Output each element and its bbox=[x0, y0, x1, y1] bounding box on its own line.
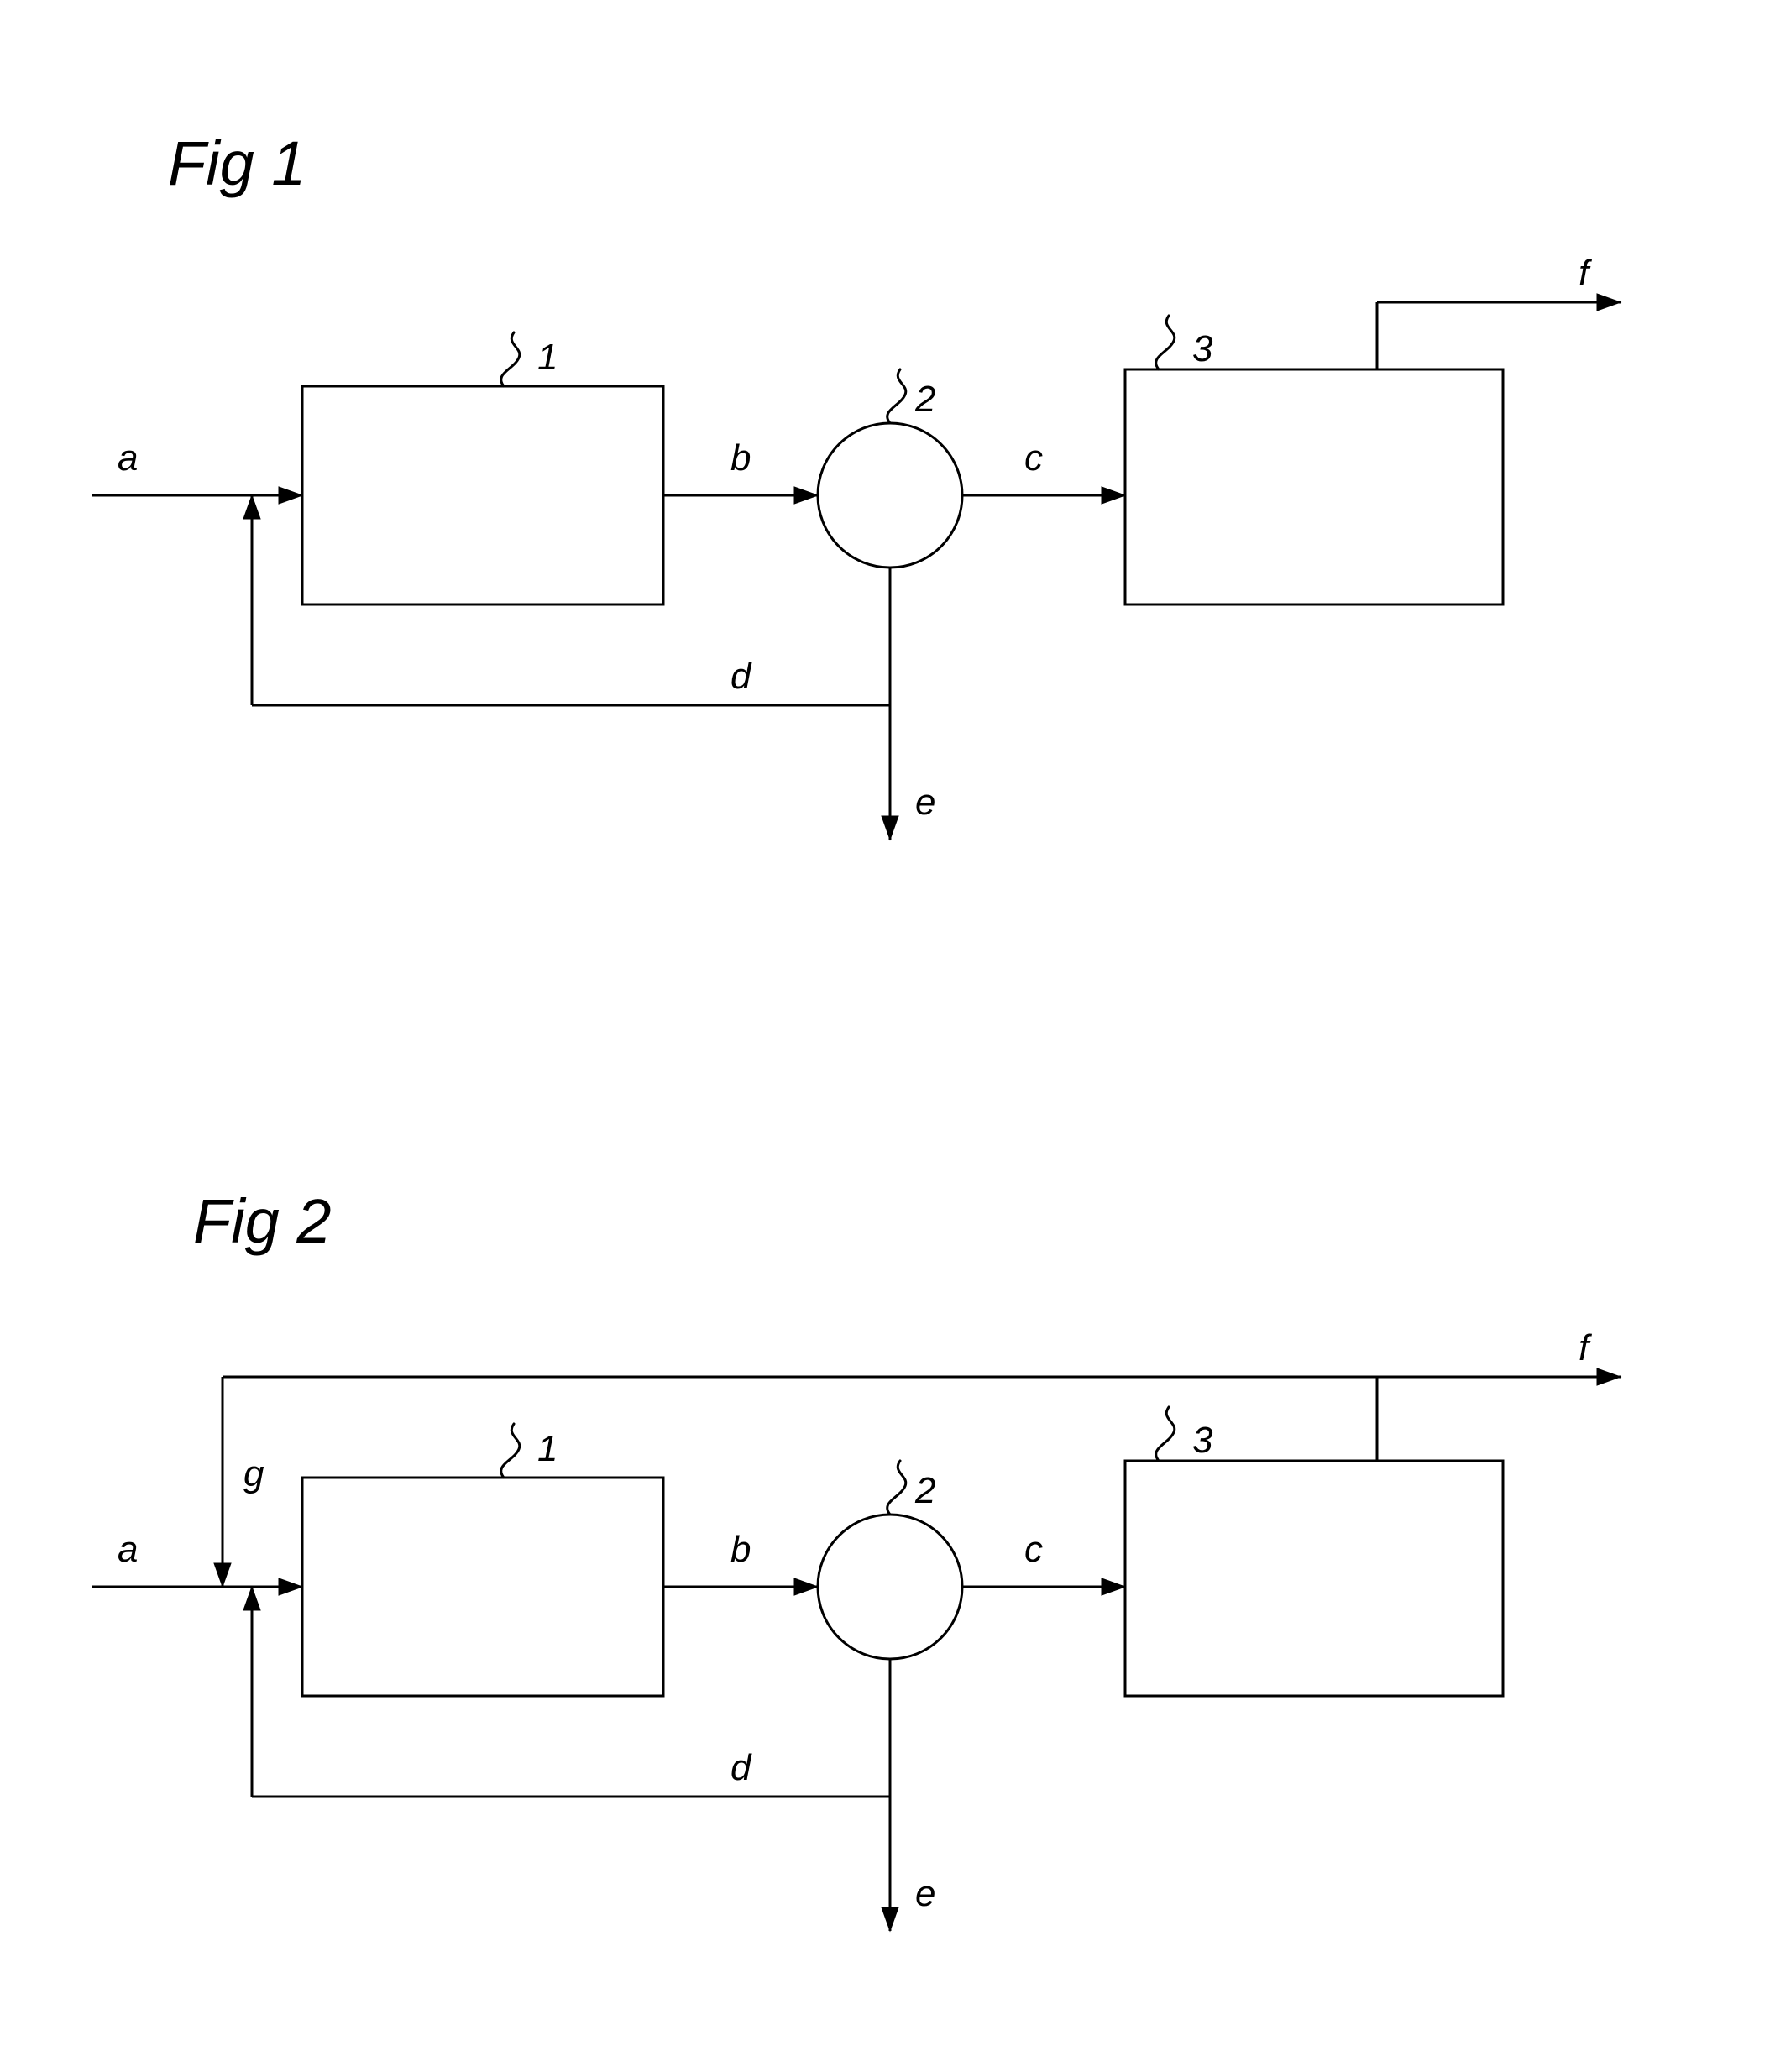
fig2-arrow-a-head bbox=[279, 1578, 302, 1595]
fig1-label-d: d bbox=[730, 656, 752, 697]
fig1-arrow-c-head bbox=[1102, 487, 1125, 504]
fig2-label-a: a bbox=[118, 1529, 138, 1570]
fig2-arrow-e-head bbox=[882, 1907, 898, 1931]
fig1-label-b: b bbox=[730, 437, 751, 479]
fig2-g-head bbox=[214, 1563, 231, 1587]
fig1-arrow-e-head bbox=[882, 816, 898, 840]
fig1-arrow-f-head bbox=[1597, 294, 1621, 311]
fig1-box-1 bbox=[302, 386, 663, 604]
fig1-num-1: 1 bbox=[537, 337, 558, 378]
fig2-d-head bbox=[243, 1587, 260, 1610]
fig1-circle-2 bbox=[818, 423, 962, 568]
fig1-num-2: 2 bbox=[914, 379, 935, 420]
fig1-label-f: f bbox=[1579, 253, 1593, 294]
fig2-circle-2 bbox=[818, 1515, 962, 1659]
fig1-title: Fig 1 bbox=[168, 128, 306, 198]
fig1-label-a: a bbox=[118, 437, 138, 479]
fig1-box-3 bbox=[1125, 369, 1503, 604]
fig1-leader-2 bbox=[888, 369, 906, 423]
fig1-label-e: e bbox=[915, 782, 935, 823]
fig1-num-3: 3 bbox=[1192, 328, 1213, 369]
fig1-leader-1 bbox=[501, 332, 520, 386]
fig2-box-3 bbox=[1125, 1461, 1503, 1696]
fig2-num-1: 1 bbox=[537, 1428, 558, 1469]
fig2-label-b: b bbox=[730, 1529, 751, 1570]
fig1-label-c: c bbox=[1024, 437, 1043, 479]
fig2-arrow-c-head bbox=[1102, 1578, 1125, 1595]
fig2-title: Fig 2 bbox=[193, 1186, 332, 1256]
fig2-label-e: e bbox=[915, 1873, 935, 1914]
fig2-leader-3 bbox=[1156, 1407, 1175, 1461]
fig1-leader-3 bbox=[1156, 316, 1175, 369]
diagram-svg: Fig 1 1 2 3 a b c d e f Fig 2 1 2 3 a b c d e f g bbox=[0, 0, 1775, 2072]
fig2-num-3: 3 bbox=[1192, 1420, 1213, 1461]
fig1-arrow-a-head bbox=[279, 487, 302, 504]
fig2-leader-2 bbox=[888, 1461, 906, 1515]
fig2-label-c: c bbox=[1024, 1529, 1043, 1570]
fig2-box-1 bbox=[302, 1478, 663, 1696]
fig2-label-f: f bbox=[1579, 1327, 1593, 1368]
fig2-arrow-f-head bbox=[1597, 1368, 1621, 1385]
fig2-label-g: g bbox=[243, 1453, 264, 1494]
fig2-label-d: d bbox=[730, 1747, 752, 1788]
fig2-num-2: 2 bbox=[914, 1470, 935, 1511]
fig1-d-head bbox=[243, 495, 260, 519]
fig1-arrow-b-head bbox=[794, 487, 818, 504]
fig2-arrow-b-head bbox=[794, 1578, 818, 1595]
fig2-leader-1 bbox=[501, 1424, 520, 1478]
